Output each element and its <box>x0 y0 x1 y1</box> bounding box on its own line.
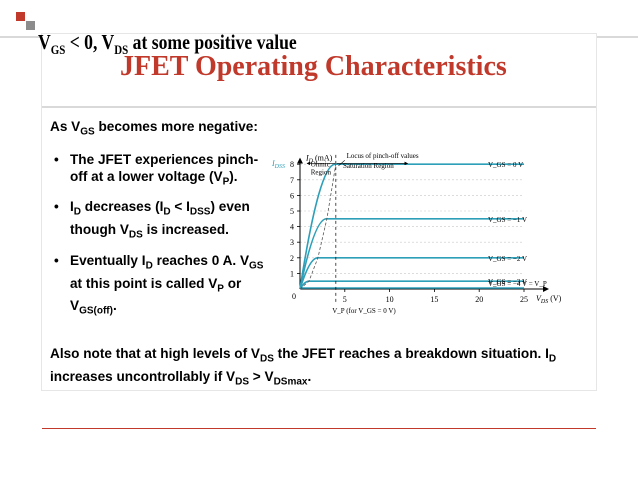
x-axis-label: VDS (V) <box>536 294 562 305</box>
curve-label: V_GS = −2 V <box>488 255 527 263</box>
footer-rule <box>42 428 596 429</box>
y-tick-label: 4 <box>290 223 294 232</box>
x-tick-label: 10 <box>386 295 394 304</box>
y-tick-label: 8 <box>290 160 294 169</box>
locus-label: Locus of pinch-off values <box>347 152 419 160</box>
y-tick-label: 2 <box>290 254 294 263</box>
ohmic-label-2: Region <box>311 168 332 176</box>
curve-label: V_GS = −4 V = V_P <box>488 280 547 288</box>
idss-label: IDSS <box>271 159 285 170</box>
y-tick-label: 6 <box>290 191 294 200</box>
saturation-label: Saturation Region <box>343 162 394 170</box>
decor-square-gray <box>26 21 35 30</box>
lead-text: As VGS becomes more negative: <box>50 119 258 138</box>
curve-label: V_GS = −3 V <box>488 278 527 286</box>
bullet-dot: • <box>54 252 59 268</box>
curve-vgs <box>299 218 524 290</box>
origin-label: 0 <box>292 292 296 301</box>
pinchoff-locus <box>299 164 337 290</box>
bullet-item: • ID decreases (ID < IDSS) even though VD… <box>54 199 250 241</box>
bullet-item: • The JFET experiences pinch-off at a low… <box>54 151 259 188</box>
slide-panel <box>42 34 596 390</box>
x-tick-label: 25 <box>520 295 528 304</box>
breakdown-note: Also note that at high levels of VDS the… <box>50 346 557 388</box>
vp-label: V_P (for V_GS = 0 V) <box>332 307 396 315</box>
title-rule <box>42 106 596 108</box>
x-tick-label: 5 <box>343 295 347 304</box>
y-tick-label: 1 <box>290 269 294 278</box>
locus-pointer <box>338 160 345 166</box>
bullet-dot: • <box>54 151 59 167</box>
ohmic-label: Ohmic <box>311 161 330 169</box>
curve-vgs <box>299 163 524 290</box>
x-tick-label: 20 <box>475 295 483 304</box>
curve-label: V_GS = 0 V <box>488 161 523 169</box>
y-tick-label: 5 <box>290 207 294 216</box>
bullet-item: • Eventually ID reaches 0 A. VGS at this … <box>54 252 264 318</box>
bullet-dot: • <box>54 199 59 215</box>
curve-label: V_GS = −1 V <box>488 216 527 224</box>
x-tick-label: 15 <box>430 295 438 304</box>
bullet-list: As VGS becomes more negative: • The JFET … <box>50 118 270 328</box>
decor-square-red <box>16 12 25 21</box>
y-tick-label: 7 <box>290 176 294 185</box>
condition-heading: VGS < 0, VDS at some positive value <box>38 30 297 58</box>
slide-title: JFET Operating Characteristics <box>120 51 507 82</box>
y-axis-label: ID (mA) <box>305 154 333 165</box>
y-tick-label: 3 <box>290 238 294 247</box>
